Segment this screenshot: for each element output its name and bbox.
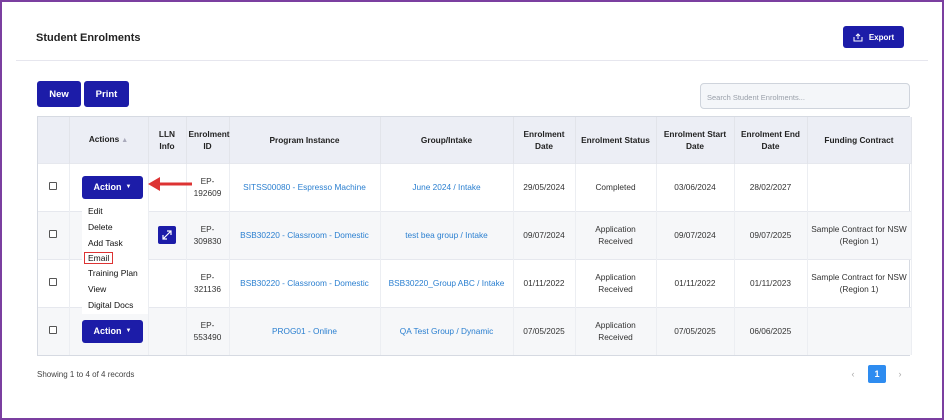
action-dropdown-menu: Edit Delete Add Task Email Training Plan… <box>82 200 148 314</box>
cell-enrolment-date: 07/05/2025 <box>513 306 576 355</box>
cell-program-link[interactable]: BSB30220 - Classroom - Domestic <box>229 210 381 259</box>
header-enrolment-status: Enrolment Status <box>575 117 657 163</box>
cell-start-date: 09/07/2024 <box>656 210 735 259</box>
chevron-right-icon[interactable]: › <box>898 369 902 379</box>
cell-funding: Sample Contract for NSW (Region 1) <box>807 258 912 307</box>
expand-icon[interactable] <box>158 226 176 244</box>
menu-item-email[interactable]: Email <box>84 252 114 264</box>
cell-group-link[interactable]: BSB30220_Group ABC / Intake <box>380 258 514 307</box>
export-label: Export <box>868 32 895 42</box>
sort-up-icon: ▲ <box>121 136 129 144</box>
cell-status: Application Received <box>575 258 657 307</box>
cell-program-link[interactable]: PROG01 - Online <box>229 306 381 355</box>
chevron-down-icon: ▼ <box>125 184 132 190</box>
header-start-date: Enrolment Start Date <box>656 117 735 163</box>
cell-group-link[interactable]: test bea group / Intake <box>380 210 514 259</box>
cell-funding: Sample Contract for NSW (Region 1) <box>807 210 912 259</box>
row-checkbox[interactable] <box>49 278 58 286</box>
callout-arrow-icon <box>148 177 192 191</box>
cell-start-date: 01/11/2022 <box>656 258 735 307</box>
header-end-date: Enrolment End Date <box>734 117 808 163</box>
row-checkbox[interactable] <box>49 230 58 238</box>
header-group-intake: Group/Intake <box>380 117 514 163</box>
action-button[interactable]: Action ▼ <box>82 175 143 199</box>
cell-start-date: 03/06/2024 <box>656 162 735 211</box>
enrolments-table: Actions ▲ LLN Info Enrolment ID Program I… <box>37 116 912 356</box>
header-program-instance: Program Instance <box>229 117 381 163</box>
cell-end-date: 09/07/2025 <box>734 210 808 259</box>
cell-funding <box>807 162 912 211</box>
cell-end-date: 28/02/2027 <box>734 162 808 211</box>
cell-program-link[interactable]: SITSS00080 - Espresso Machine <box>229 162 381 211</box>
cell-enrolment-date: 09/07/2024 <box>513 210 576 259</box>
menu-item-view[interactable]: View <box>88 284 107 294</box>
cell-status: Completed <box>575 162 657 211</box>
header-funding-contract: Funding Contract <box>807 117 912 163</box>
new-button[interactable]: New <box>37 81 81 107</box>
cell-status: Application Received <box>575 210 657 259</box>
cell-enrolment-id: EP-192609 <box>186 162 230 211</box>
menu-item-delete[interactable]: Delete <box>88 222 113 232</box>
header-lln-info: LLN Info <box>148 117 187 163</box>
cell-enrolment-date: 01/11/2022 <box>513 258 576 307</box>
chevron-down-icon: ▼ <box>125 328 132 335</box>
header-select <box>38 117 70 163</box>
table-row: EP-309830 BSB30220 - Classroom - Domesti… <box>38 210 912 259</box>
cell-enrolment-id: EP-553490 <box>186 306 230 355</box>
cell-enrolment-date: 29/05/2024 <box>513 162 576 211</box>
chevron-left-icon[interactable]: ‹ <box>851 369 855 379</box>
menu-item-training-plan[interactable]: Training Plan <box>88 268 138 278</box>
records-summary: Showing 1 to 4 of 4 records <box>37 370 135 379</box>
row-checkbox[interactable] <box>49 326 58 335</box>
cell-enrolment-id: EP-321136 <box>186 258 230 307</box>
page-number-button[interactable]: 1 <box>868 365 886 383</box>
table-row: Action ▼ EP-553490 PROG01 - Online QA Tes… <box>38 306 912 355</box>
menu-item-add-task[interactable]: Add Task <box>88 238 123 248</box>
cell-program-link[interactable]: BSB30220 - Classroom - Domestic <box>229 258 381 307</box>
row-checkbox[interactable] <box>49 182 58 190</box>
header-divider <box>16 60 928 61</box>
cell-funding <box>807 306 912 355</box>
table-row: EP-321136 BSB30220 - Classroom - Domesti… <box>38 258 912 307</box>
print-button[interactable]: Print <box>84 81 129 107</box>
cell-group-link[interactable]: QA Test Group / Dynamic <box>380 306 514 355</box>
cell-end-date: 01/11/2023 <box>734 258 808 307</box>
table-header-row: Actions ▲ LLN Info Enrolment ID Program I… <box>38 117 912 163</box>
cell-status: Application Received <box>575 306 657 355</box>
header-actions[interactable]: Actions ▲ <box>69 117 149 163</box>
cell-start-date: 07/05/2025 <box>656 306 735 355</box>
export-icon <box>853 32 863 41</box>
action-button[interactable]: Action ▼ <box>82 319 143 343</box>
menu-item-edit[interactable]: Edit <box>88 206 103 216</box>
cell-end-date: 06/06/2025 <box>734 306 808 355</box>
cell-group-link[interactable]: June 2024 / Intake <box>380 162 514 211</box>
menu-item-digital-docs[interactable]: Digital Docs <box>88 300 134 310</box>
page-title: Student Enrolments <box>36 32 141 44</box>
cell-enrolment-id: EP-309830 <box>186 210 230 259</box>
header-enrolment-date: Enrolment Date <box>513 117 576 163</box>
export-button[interactable]: Export <box>843 26 904 48</box>
header-enrolment-id: Enrolment ID <box>186 117 230 163</box>
search-input[interactable]: Search Student Enrolments... <box>700 83 910 109</box>
